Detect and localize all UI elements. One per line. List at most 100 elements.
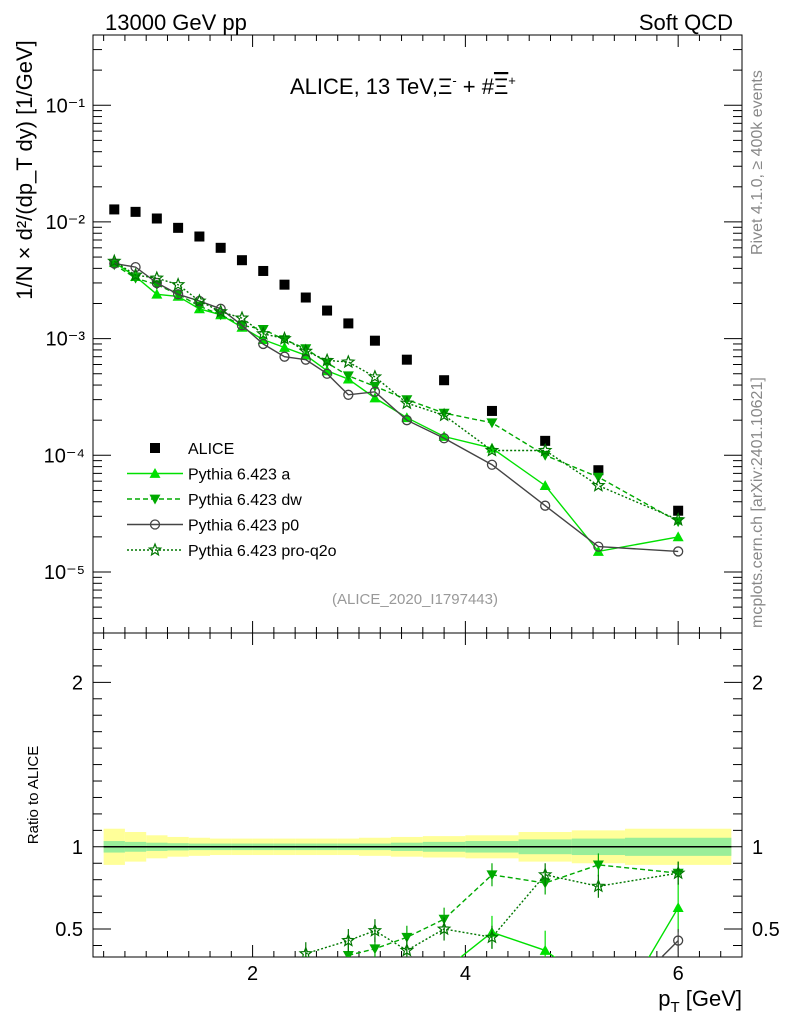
ratio-tick-label-right: 1 — [752, 837, 763, 859]
ratio-pythia-6-423-dw — [342, 853, 684, 957]
data-point — [257, 324, 269, 335]
data-point — [401, 412, 413, 423]
ratio-point — [298, 946, 314, 957]
data-point — [279, 341, 291, 352]
ratio-point — [486, 870, 498, 881]
data-point — [279, 351, 290, 362]
data-point — [151, 277, 162, 289]
legend-entry: Pythia 6.423 a — [127, 467, 290, 484]
series-line — [114, 262, 679, 553]
data-point — [670, 512, 686, 527]
ratio-point — [670, 865, 686, 880]
y-tick-label: 10⁻² — [46, 212, 86, 234]
data-point — [298, 343, 314, 358]
data-point — [258, 338, 269, 350]
ratio-pythia-6-423-pro-q2o — [298, 861, 686, 957]
analysis-id: (ALICE_2020_I1797443) — [332, 591, 498, 608]
ratio-point — [591, 878, 606, 893]
y-tick-label: 10⁻³ — [46, 329, 86, 351]
data-point — [300, 344, 312, 355]
main-panel: 10⁻⁵ 10⁻⁴ 10⁻³ 10⁻² 10⁻¹ — [44, 34, 743, 634]
data-point — [321, 365, 333, 376]
legend-label: Pythia 6.423 a — [188, 467, 290, 484]
x-tick-label: 6 — [673, 963, 684, 985]
ratio-point — [369, 944, 381, 955]
ratio-tick-label-right: 2 — [752, 672, 763, 694]
data-point — [258, 265, 269, 276]
data-point — [213, 304, 228, 318]
x-tick-label: 2 — [247, 963, 258, 985]
ratio-point — [592, 860, 604, 871]
data-point — [438, 430, 450, 441]
data-point — [172, 289, 184, 300]
data-point — [173, 222, 184, 233]
data-point — [151, 288, 163, 299]
series-pythia-6-423-p0 — [109, 258, 684, 557]
data-point — [537, 442, 553, 457]
data-point — [486, 418, 498, 429]
data-point — [277, 330, 292, 345]
data-point — [234, 310, 250, 325]
data-point — [342, 371, 354, 382]
x-axis-label: pT [GeV] — [658, 986, 742, 1016]
header-left: 13000 GeV pp — [105, 10, 247, 35]
ratio-y-ticks: 0.5 0.5 1 1 2 2 — [55, 648, 780, 946]
ratio-point — [367, 923, 383, 937]
data-point — [486, 459, 498, 470]
ratio-panel: 2 4 6 0.5 0.5 1 1 2 2 — [55, 35, 780, 985]
data-point — [369, 386, 381, 397]
data-point — [591, 477, 606, 492]
ratio-point — [342, 950, 354, 957]
data-point — [436, 407, 452, 422]
data-point — [343, 389, 354, 400]
legend-marker — [149, 519, 161, 530]
y-tick-label: 10⁻¹ — [46, 95, 86, 117]
data-point — [438, 433, 450, 444]
data-point — [369, 392, 381, 403]
data-point — [300, 292, 311, 303]
y-axis-ticks: 10⁻⁵ 10⁻⁴ 10⁻³ 10⁻² 10⁻¹ — [44, 34, 742, 634]
y-tick-label: 10⁻⁵ — [44, 562, 85, 584]
ratio-pythia-6-423-p0 — [660, 929, 684, 957]
data-point — [279, 279, 290, 290]
legend-label: ALICE — [188, 441, 234, 458]
ratio-point — [399, 942, 415, 957]
x-axis-ticks: 2 4 6 — [103, 35, 722, 985]
data-point — [319, 352, 335, 367]
series-line — [113, 260, 679, 521]
data-point — [673, 505, 684, 516]
data-point — [401, 395, 413, 406]
data-point — [300, 354, 311, 365]
legend-marker — [150, 443, 160, 453]
legend-entry: Pythia 6.423 pro-q2o — [127, 542, 337, 560]
legend-marker — [149, 468, 161, 478]
data-point — [672, 531, 684, 542]
y-tick-label: 10⁻⁴ — [44, 445, 85, 467]
ratio-line — [459, 907, 679, 957]
ratio-point — [537, 867, 553, 881]
data-point — [486, 405, 497, 416]
data-point — [128, 267, 143, 282]
legend-entry: Pythia 6.423 dw — [127, 492, 302, 509]
ratio-tick-label-left: 1 — [72, 837, 83, 859]
ratio-point — [341, 933, 356, 947]
data-point — [593, 465, 604, 476]
data-point — [592, 472, 604, 483]
data-point — [401, 415, 413, 426]
y-axis-label: 1/N × d²/(dp_T dy) [1/GeV] — [12, 40, 37, 299]
ratio-point — [484, 929, 500, 944]
data-point — [255, 326, 271, 340]
data-point — [593, 541, 604, 552]
header-right: Soft QCD — [639, 10, 733, 35]
legend-entry: Pythia 6.423 p0 — [127, 518, 299, 535]
data-point — [321, 368, 333, 379]
data-point — [341, 354, 356, 369]
data-point — [539, 480, 551, 490]
data-point — [194, 231, 205, 242]
data-point — [540, 500, 551, 511]
ratio-tick-label-left: 0.5 — [55, 919, 83, 941]
ratio-point — [672, 902, 684, 913]
ratio-point — [436, 921, 452, 936]
legend-label: Pythia 6.423 pro-q2o — [188, 543, 337, 560]
